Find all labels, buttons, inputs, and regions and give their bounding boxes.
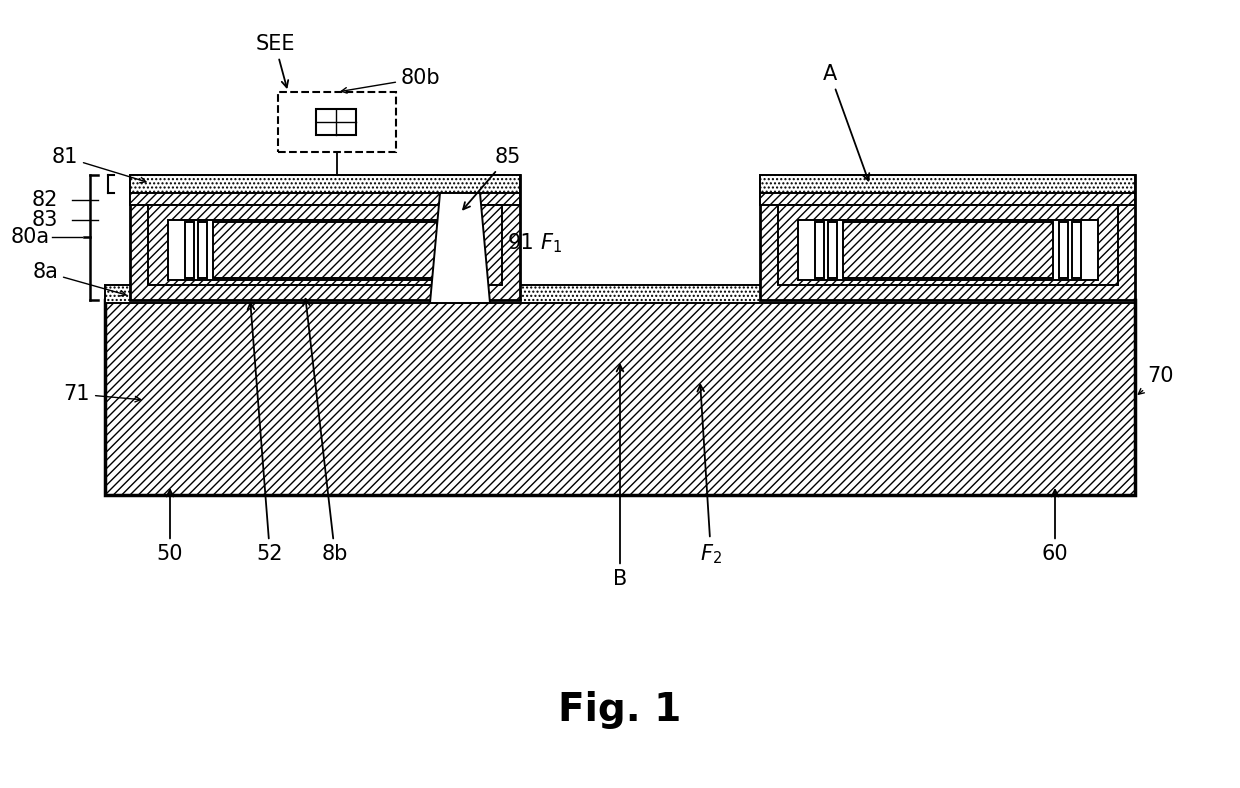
Bar (799, 220, 1097, 280)
Text: SEE: SEE (255, 34, 295, 87)
Bar (213, 222, 436, 278)
Text: 91: 91 (508, 233, 534, 253)
Bar (760, 193, 1135, 205)
Text: 83: 83 (32, 210, 58, 230)
Text: Fig. 1: Fig. 1 (558, 691, 682, 729)
Text: 8b: 8b (303, 299, 348, 564)
Bar (777, 205, 1118, 285)
Bar (278, 92, 396, 152)
Text: 80b: 80b (341, 68, 440, 93)
Bar (815, 222, 825, 278)
Bar (105, 300, 1135, 495)
Polygon shape (430, 193, 490, 303)
Bar (130, 175, 520, 300)
Text: 8a: 8a (32, 262, 125, 296)
Bar (148, 205, 502, 285)
Bar (828, 222, 837, 278)
Bar (1073, 222, 1081, 278)
Text: $F_1$: $F_1$ (539, 231, 562, 255)
Bar (760, 175, 1135, 300)
Text: 85: 85 (463, 147, 521, 210)
Bar (185, 222, 193, 278)
Text: 80a: 80a (11, 227, 50, 247)
Bar (130, 175, 520, 193)
Text: 50: 50 (156, 490, 184, 564)
Bar (316, 109, 356, 135)
Bar (167, 220, 482, 280)
Text: 82: 82 (32, 190, 58, 210)
Bar (198, 222, 207, 278)
Bar (130, 193, 520, 205)
Text: A: A (823, 64, 869, 180)
Bar (443, 222, 453, 278)
Text: B: B (613, 365, 627, 589)
Bar (456, 222, 465, 278)
Bar (1059, 222, 1068, 278)
Bar (105, 285, 1135, 303)
Text: $F_2$: $F_2$ (697, 385, 722, 566)
Bar (843, 222, 1053, 278)
Bar (760, 175, 1135, 193)
Text: 60: 60 (1042, 490, 1069, 564)
Text: 81: 81 (52, 147, 146, 183)
Text: 52: 52 (248, 303, 283, 564)
Text: 71: 71 (63, 384, 140, 404)
Text: 70: 70 (1138, 366, 1173, 394)
